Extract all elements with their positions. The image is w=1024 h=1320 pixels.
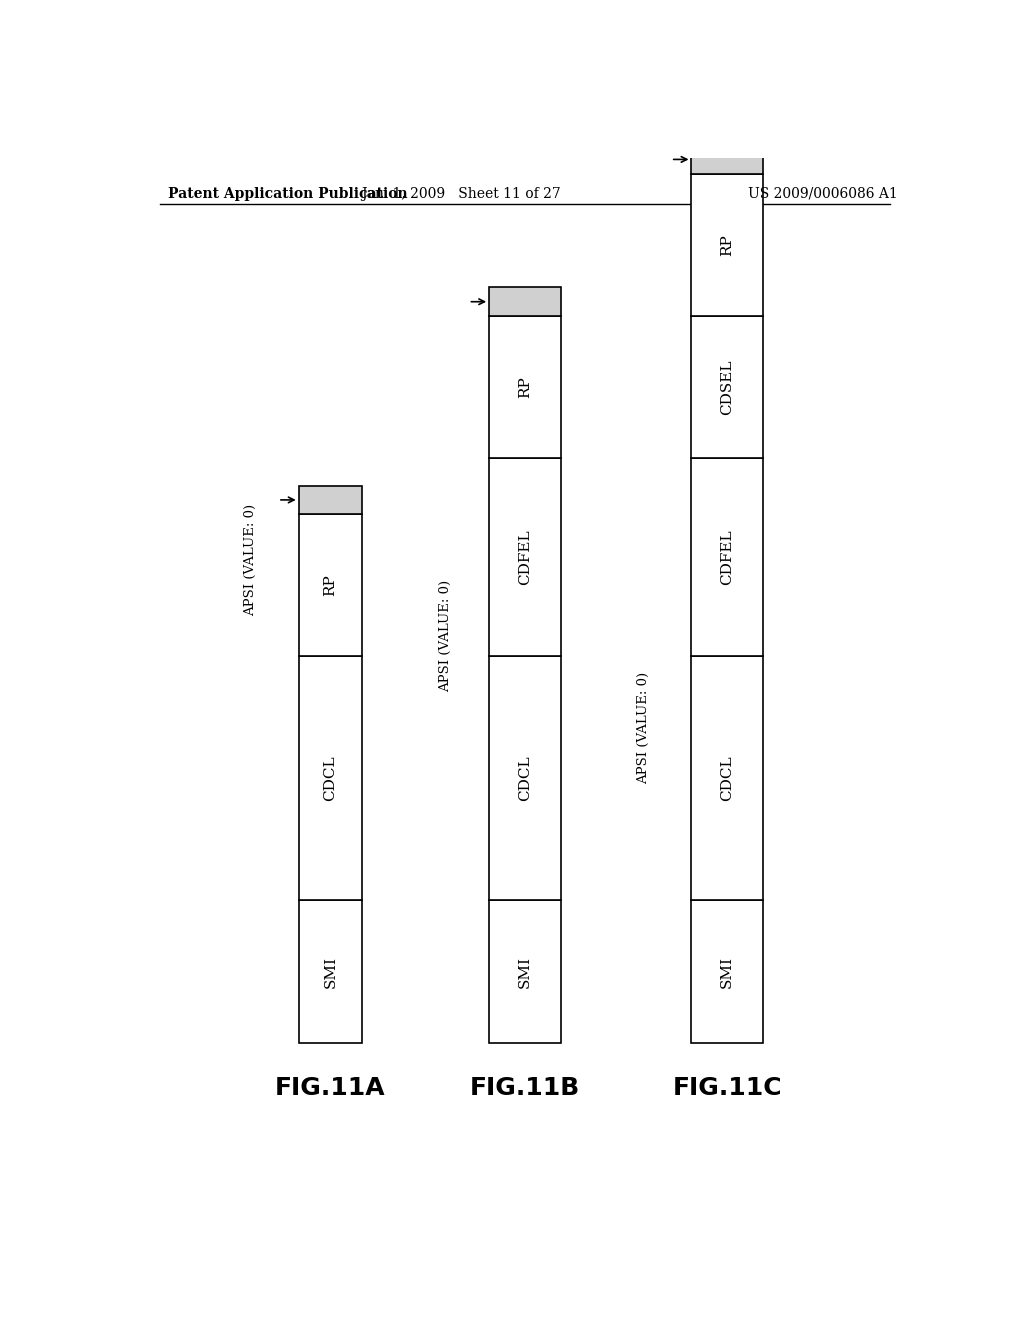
Bar — [489, 315, 560, 458]
Bar — [691, 145, 763, 174]
Text: CDFEL: CDFEL — [720, 529, 734, 585]
Bar — [691, 458, 763, 656]
Text: FIG.11C: FIG.11C — [673, 1076, 782, 1101]
Text: APSI (VALUE: 0): APSI (VALUE: 0) — [637, 672, 650, 784]
Text: FIG.11A: FIG.11A — [275, 1076, 386, 1101]
Bar — [691, 174, 763, 315]
Text: RP: RP — [518, 376, 531, 397]
Bar — [299, 515, 362, 656]
Text: RP: RP — [324, 574, 337, 597]
Bar — [299, 486, 362, 515]
Bar — [691, 900, 763, 1043]
Text: RP: RP — [720, 234, 734, 256]
Bar — [489, 900, 560, 1043]
Bar — [299, 900, 362, 1043]
Text: CDFEL: CDFEL — [518, 529, 531, 585]
Bar — [489, 288, 560, 315]
Text: CDCL: CDCL — [324, 755, 337, 801]
Bar — [691, 656, 763, 900]
Text: Patent Application Publication: Patent Application Publication — [168, 187, 408, 201]
Bar — [691, 315, 763, 458]
Text: Jan. 1, 2009   Sheet 11 of 27: Jan. 1, 2009 Sheet 11 of 27 — [361, 187, 561, 201]
Bar — [489, 656, 560, 900]
Text: SMI: SMI — [720, 956, 734, 987]
Bar — [299, 656, 362, 900]
Text: FIG.11B: FIG.11B — [470, 1076, 580, 1101]
Bar — [489, 458, 560, 656]
Text: APSI (VALUE: 0): APSI (VALUE: 0) — [245, 504, 257, 616]
Text: US 2009/0006086 A1: US 2009/0006086 A1 — [749, 187, 898, 201]
Text: APSI (VALUE: 0): APSI (VALUE: 0) — [439, 579, 452, 692]
Text: SMI: SMI — [324, 956, 337, 987]
Text: CDSEL: CDSEL — [720, 359, 734, 414]
Text: CDCL: CDCL — [720, 755, 734, 801]
Text: CDCL: CDCL — [518, 755, 531, 801]
Text: SMI: SMI — [518, 956, 531, 987]
